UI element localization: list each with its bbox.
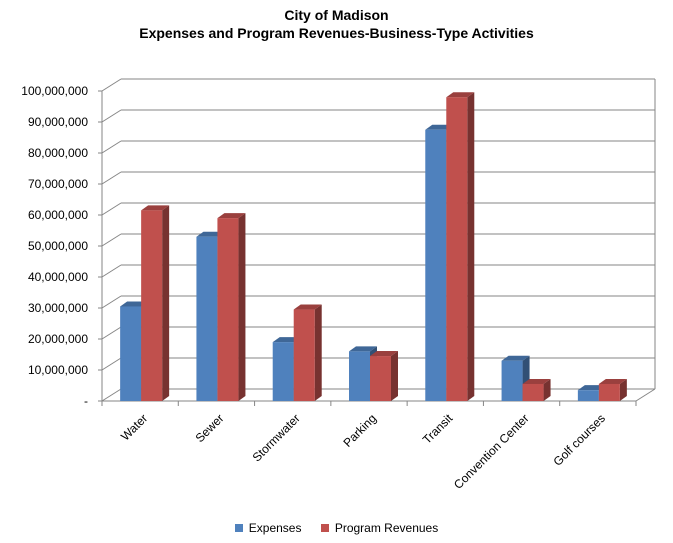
gridline-diag-8	[101, 140, 122, 154]
bar-expenses-stormwater	[272, 342, 294, 401]
bar-side-program-revenues-golf-courses	[619, 378, 627, 401]
legend-label-program-revenues: Program Revenues	[334, 521, 439, 535]
chart-title: City of Madison	[284, 7, 389, 23]
x-tick-label-parking: Parking	[340, 411, 379, 450]
bar-top-expenses-convention-center	[501, 355, 530, 361]
y-tick-label-10: 100,000,000	[21, 84, 88, 98]
gridline-diag-9	[101, 109, 122, 123]
y-tick-label-0: -	[84, 394, 88, 408]
bar-top-program-revenues-convention-center	[522, 378, 551, 384]
bar-side-program-revenues-transit	[467, 92, 475, 401]
chart-subtitle: Expenses and Program Revenues-Business-T…	[139, 25, 534, 41]
y-tick-label-1: 10,000,000	[28, 363, 88, 377]
legend-item-program-revenues: Program Revenues	[320, 521, 439, 535]
bar-program-revenues-water	[141, 210, 163, 401]
bar-program-revenues-convention-center	[522, 383, 544, 401]
bar-program-revenues-transit	[446, 97, 468, 401]
bar-program-revenues-sewer	[217, 218, 239, 401]
bar-top-program-revenues-golf-courses	[598, 378, 627, 384]
gridline-diag-2	[101, 326, 122, 340]
legend: Expenses Program Revenues	[0, 521, 673, 535]
bar-side-program-revenues-water	[162, 205, 170, 401]
gridline-diag-0	[101, 388, 122, 402]
x-tick-label-transit: Transit	[420, 411, 456, 447]
bar-expenses-convention-center	[501, 360, 523, 401]
gridline-diag-3	[101, 295, 122, 309]
bar-top-program-revenues-transit	[446, 92, 475, 98]
y-tick-label-8: 80,000,000	[28, 146, 88, 160]
bar-top-expenses-parking	[349, 346, 377, 352]
bar-expenses-water	[120, 306, 142, 401]
bar-top-program-revenues-stormwater	[293, 304, 322, 310]
bar-chart: - 10,000,000 20,000,000 30,000,000 40,000,00…	[21, 78, 656, 492]
bar-program-revenues-golf-courses	[598, 383, 620, 401]
gridline-diag-7	[101, 171, 122, 185]
gridline-diag-6	[101, 202, 122, 216]
legend-label-expenses: Expenses	[248, 521, 302, 535]
bar-side-program-revenues-stormwater	[314, 304, 322, 401]
legend-swatch-expenses	[234, 524, 243, 532]
bar-side-program-revenues-parking	[391, 351, 398, 401]
x-tick-label-sewer: Sewer	[193, 411, 227, 445]
legend-swatch-program-revenues	[320, 524, 329, 532]
y-tick-label-9: 90,000,000	[28, 115, 88, 129]
bar-expenses-parking	[349, 351, 370, 401]
y-tick-label-6: 60,000,000	[28, 208, 88, 222]
bar-program-revenues-stormwater	[293, 309, 315, 401]
bar-side-program-revenues-sewer	[238, 213, 246, 401]
x-tick-label-convention-center: Convention Center	[451, 411, 532, 492]
bar-expenses-sewer	[196, 236, 218, 401]
chart-title-block: City of Madison Expenses and Program Rev…	[0, 6, 673, 42]
y-tick-label-5: 50,000,000	[28, 239, 88, 253]
floor-edge	[635, 388, 656, 402]
bar-top-program-revenues-water	[141, 205, 170, 211]
bar-expenses-transit	[425, 129, 447, 401]
gridline-diag-10	[101, 78, 122, 92]
bar-top-program-revenues-sewer	[217, 213, 246, 219]
bar-program-revenues-parking	[370, 356, 391, 401]
y-tick-label-7: 70,000,000	[28, 177, 88, 191]
y-tick-label-4: 40,000,000	[28, 270, 88, 284]
bar-expenses-golf-courses	[577, 390, 599, 401]
x-tick-label-golf-courses: Golf courses	[550, 411, 608, 469]
x-tick-label-stormwater: Stormwater	[250, 411, 303, 464]
y-tick-label-3: 30,000,000	[28, 301, 88, 315]
gridline-diag-4	[101, 264, 122, 278]
bar-top-program-revenues-parking	[370, 351, 398, 357]
gridline-diag-5	[101, 233, 122, 247]
gridline-diag-1	[101, 357, 122, 371]
bar-side-program-revenues-convention-center	[543, 378, 551, 401]
y-tick-label-2: 20,000,000	[28, 332, 88, 346]
legend-item-expenses: Expenses	[234, 521, 302, 535]
x-tick-label-water: Water	[118, 411, 150, 443]
